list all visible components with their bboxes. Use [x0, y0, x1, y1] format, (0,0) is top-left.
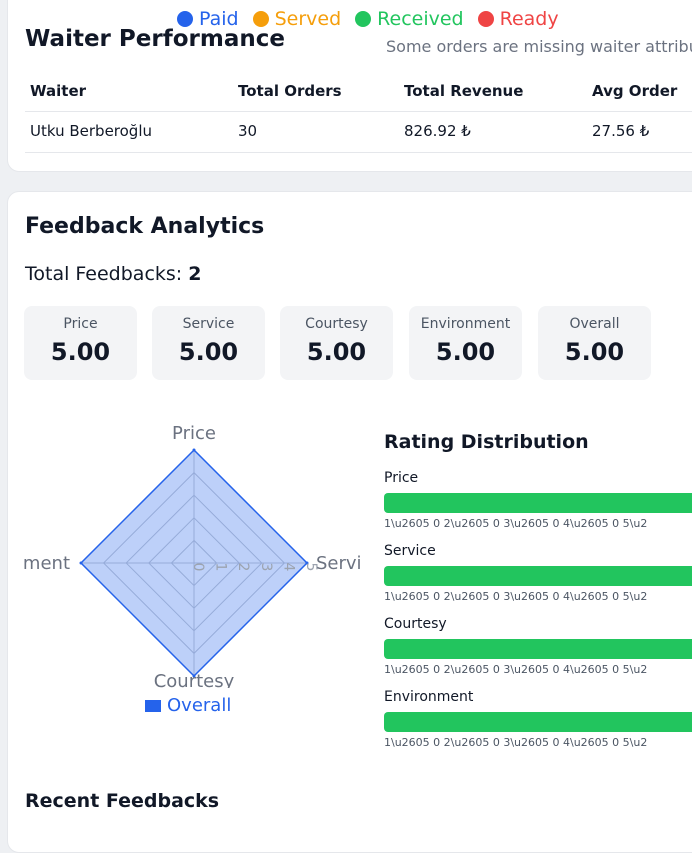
waiter-total-orders: 30: [238, 122, 258, 140]
legend-ready[interactable]: Ready: [477, 8, 559, 30]
distribution-price: Price 1\u2605 0 2\u2605 0 3\u2605 0 4\u2…: [384, 470, 692, 530]
distribution-label: Courtesy: [384, 616, 447, 632]
waiter-table-header: Waiter Total Orders Total Revenue Avg Or…: [25, 82, 692, 110]
distribution-service: Service 1\u2605 0 2\u2605 0 3\u2605 0 4\…: [384, 543, 692, 603]
table-divider: [25, 152, 692, 153]
legend-ready-label: Ready: [499, 8, 559, 30]
distribution-environment: Environment 1\u2605 0 2\u2605 0 3\u2605 …: [384, 689, 692, 749]
radar-legend-label: Overall: [167, 695, 232, 716]
metric-value: 5.00: [435, 338, 496, 366]
overall-swatch-icon: [145, 699, 161, 712]
metric-overall: Overall 5.00: [538, 306, 651, 380]
distribution-bar: [384, 566, 692, 586]
distribution-courtesy: Courtesy 1\u2605 0 2\u2605 0 3\u2605 0 4…: [384, 616, 692, 676]
distribution-label: Price: [384, 470, 419, 486]
radar-axis-label: Servi: [316, 553, 362, 574]
radar-tick-label: 5: [303, 563, 319, 572]
feedback-analytics-title: Feedback Analytics: [25, 214, 265, 239]
radar-tick-label: 2: [235, 563, 251, 572]
legend-received-label: Received: [377, 8, 464, 30]
metric-price: Price 5.00: [24, 306, 137, 380]
distribution-ticks: 1\u2605 0 2\u2605 0 3\u2605 0 4\u2605 0 …: [384, 590, 648, 603]
column-total-revenue: Total Revenue: [404, 82, 524, 100]
radar-legend-overall[interactable]: Overall: [145, 695, 231, 716]
status-legend: Paid Served Received Ready: [177, 8, 559, 30]
radar-point: [192, 448, 196, 452]
waiter-performance-title: Waiter Performance: [25, 26, 285, 52]
table-row: Utku Berberoğlu 30 826.92 ₺ 27.56 ₺: [25, 122, 692, 150]
total-feedbacks: Total Feedbacks: 2: [25, 263, 201, 285]
recent-feedbacks-title: Recent Feedbacks: [25, 790, 220, 812]
radar-axis-label: Courtesy: [154, 671, 235, 688]
distribution-ticks: 1\u2605 0 2\u2605 0 3\u2605 0 4\u2605 0 …: [384, 517, 648, 530]
distribution-ticks: 1\u2605 0 2\u2605 0 3\u2605 0 4\u2605 0 …: [384, 736, 648, 749]
rating-distribution-title: Rating Distribution: [384, 431, 589, 453]
distribution-bar: [384, 712, 692, 732]
legend-served-label: Served: [274, 8, 342, 30]
distribution-bar: [384, 639, 692, 659]
distribution-ticks: 1\u2605 0 2\u2605 0 3\u2605 0 4\u2605 0 …: [384, 663, 648, 676]
metric-courtesy: Courtesy 5.00: [280, 306, 393, 380]
radar-tick-label: 1: [213, 563, 229, 572]
waiter-total-revenue: 826.92 ₺: [404, 122, 471, 140]
metric-label: Service: [182, 316, 235, 332]
radar-tick-label: 4: [280, 563, 296, 572]
served-dot-icon: [252, 11, 269, 27]
metric-value: 5.00: [564, 338, 625, 366]
metric-service: Service 5.00: [152, 306, 265, 380]
received-dot-icon: [355, 11, 372, 27]
table-divider: [25, 111, 692, 112]
column-waiter: Waiter: [30, 82, 87, 100]
radar-point: [192, 674, 196, 678]
metric-value: 5.00: [178, 338, 239, 366]
legend-paid[interactable]: Paid: [177, 8, 239, 30]
metric-label: Overall: [569, 316, 620, 332]
metric-label: Environment: [420, 316, 511, 332]
metric-value: 5.00: [306, 338, 367, 366]
radar-axis-label: Price: [172, 423, 216, 444]
ready-dot-icon: [477, 11, 494, 27]
radar-point: [305, 561, 309, 565]
metric-label: Courtesy: [305, 316, 368, 332]
distribution-label: Service: [384, 543, 436, 559]
column-avg-order: Avg Order: [592, 82, 678, 100]
metric-value: 5.00: [50, 338, 111, 366]
legend-received[interactable]: Received: [355, 8, 464, 30]
waiter-name: Utku Berberoğlu: [30, 122, 153, 140]
distribution-bar: [384, 493, 692, 513]
legend-paid-label: Paid: [199, 8, 239, 30]
waiter-attribution-note: Some orders are missing waiter attribu: [386, 37, 692, 56]
total-feedbacks-value: 2: [188, 263, 202, 285]
radar-tick-label: 0: [190, 563, 206, 572]
radar-chart: 0 1 2 3 4 5 Price Servi Courtesy ment: [23, 423, 362, 688]
distribution-label: Environment: [384, 689, 474, 705]
total-feedbacks-label: Total Feedbacks:: [25, 263, 183, 285]
paid-dot-icon: [177, 11, 193, 27]
radar-point: [79, 561, 83, 565]
metric-label: Price: [63, 316, 98, 332]
waiter-avg-order: 27.56 ₺: [592, 122, 650, 140]
waiter-performance-card: [7, 0, 692, 172]
radar-tick-label: 3: [258, 563, 274, 572]
metric-environment: Environment 5.00: [409, 306, 522, 380]
legend-served[interactable]: Served: [252, 8, 342, 30]
radar-axis-label: ment: [23, 553, 70, 574]
column-total-orders: Total Orders: [238, 82, 342, 100]
